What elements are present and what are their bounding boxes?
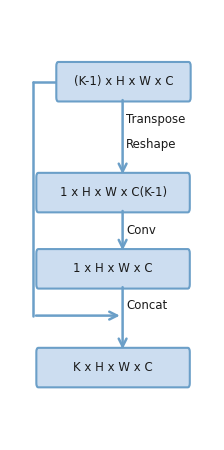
Text: Reshape: Reshape [126,138,177,151]
FancyBboxPatch shape [36,173,190,212]
Text: 1 x H x W x C(K-1): 1 x H x W x C(K-1) [60,186,167,199]
FancyBboxPatch shape [56,62,191,101]
Text: Conv: Conv [126,224,156,237]
Text: Transpose: Transpose [126,113,185,126]
Text: Concat: Concat [126,299,167,312]
Text: K x H x W x C: K x H x W x C [73,361,153,374]
FancyBboxPatch shape [36,249,190,288]
Text: 1 x H x W x C: 1 x H x W x C [73,262,153,275]
Text: (K-1) x H x W x C: (K-1) x H x W x C [74,75,173,88]
FancyBboxPatch shape [36,348,190,387]
